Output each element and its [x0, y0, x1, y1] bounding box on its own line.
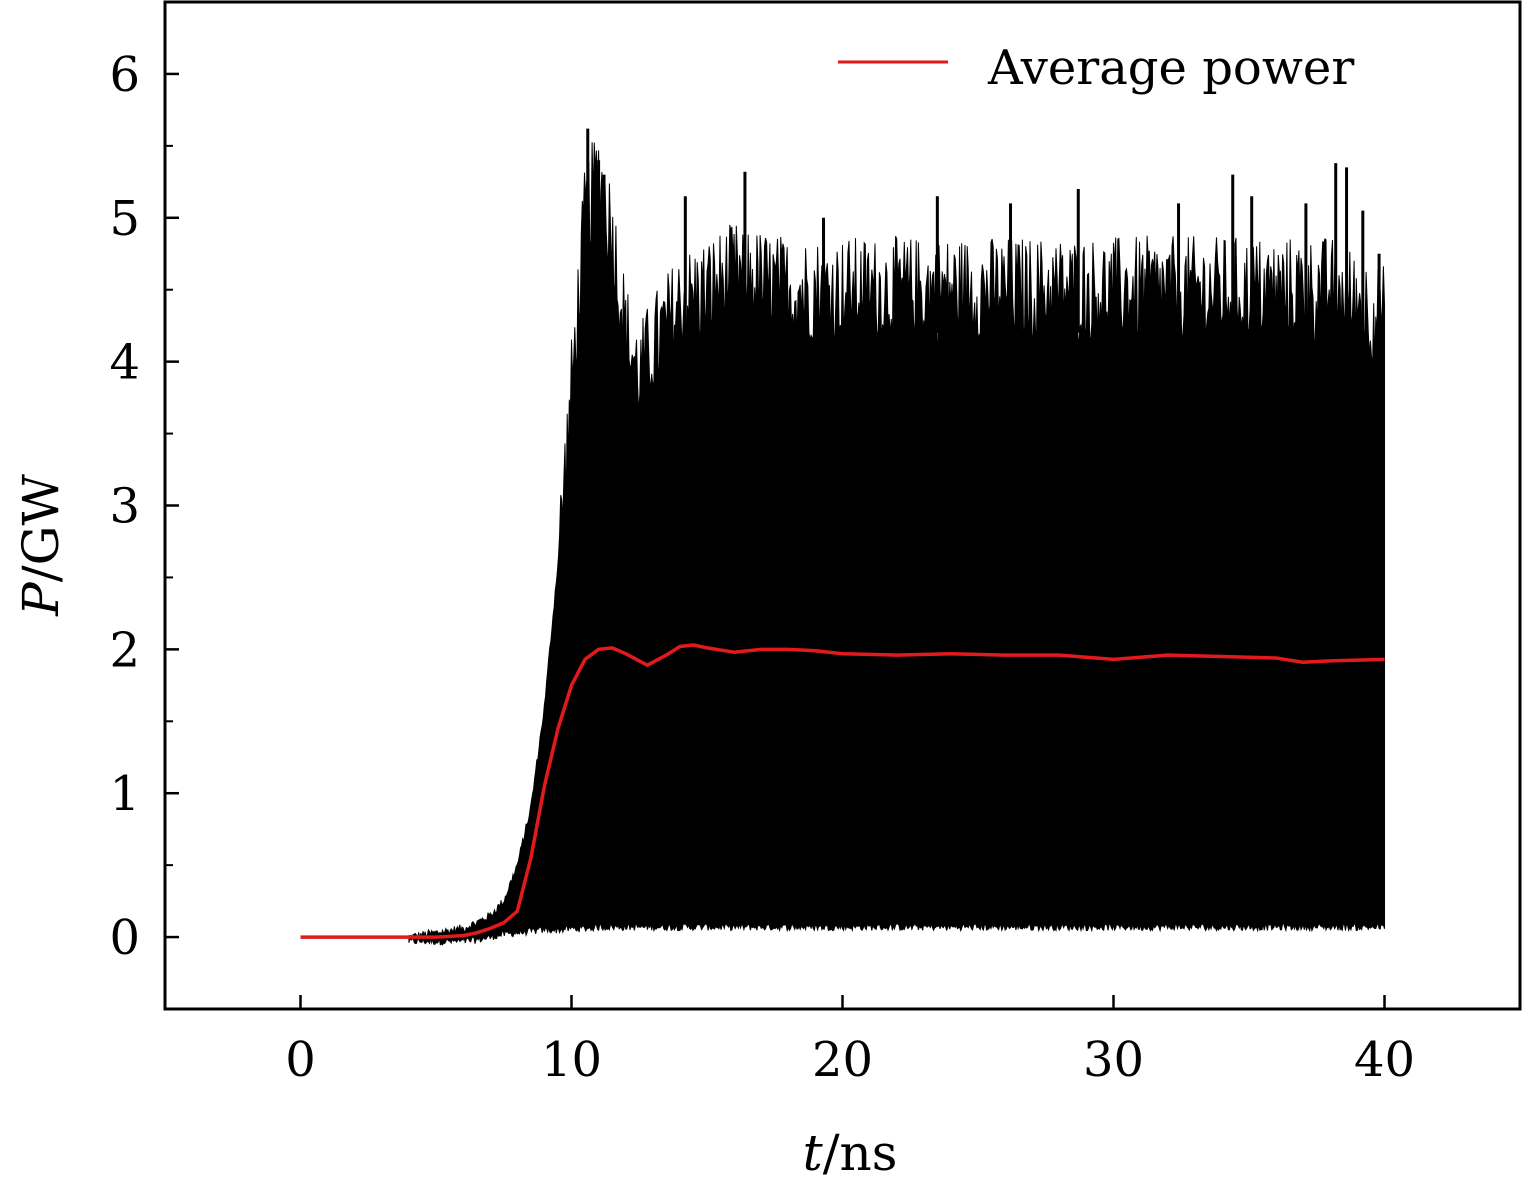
x-tick-label-30: 30: [1083, 1032, 1144, 1088]
x-axis-unit: /ns: [823, 1124, 898, 1182]
y-tick-label-4: 4: [109, 335, 140, 391]
x-axis-label: t/ns: [803, 1124, 898, 1182]
x-tick-label-20: 20: [812, 1032, 873, 1088]
y-tick-label-6: 6: [109, 47, 140, 103]
x-axis-variable: t: [803, 1124, 824, 1182]
y-axis-variable: P: [12, 581, 70, 617]
y-axis-unit: /GW: [12, 473, 70, 582]
legend-label-average-power: Average power: [987, 40, 1354, 96]
y-axis-label: P/GW: [12, 473, 70, 616]
y-tick-label-5: 5: [109, 191, 140, 247]
average-power-line: [300, 643, 1385, 939]
x-tick-label-10: 10: [541, 1032, 602, 1088]
x-tick-label-0: 0: [285, 1032, 316, 1088]
legend: Average power: [838, 40, 1354, 96]
y-tick-label-0: 0: [109, 910, 140, 966]
y-tick-label-3: 3: [109, 479, 140, 535]
y-tick-label-1: 1: [109, 766, 140, 822]
x-tick-label-40: 40: [1354, 1032, 1415, 1088]
power-oscillation-area: [408, 142, 1385, 946]
y-tick-label-2: 2: [109, 622, 140, 678]
